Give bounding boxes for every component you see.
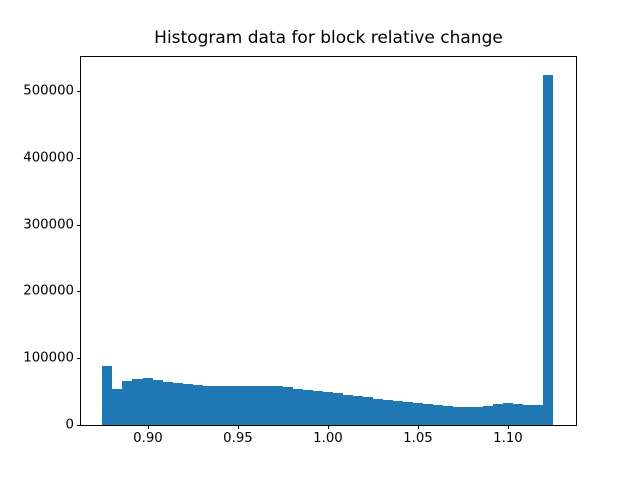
- histogram-bar: [503, 403, 513, 425]
- x-tick-label: 1.00: [313, 431, 343, 446]
- histogram-bar: [153, 380, 163, 425]
- histogram-bar: [132, 379, 143, 425]
- y-tick-label: 400000: [23, 150, 74, 166]
- histogram-bar: [243, 386, 253, 425]
- histogram-bar: [333, 392, 343, 425]
- histogram-bar: [293, 388, 303, 425]
- histogram-bar: [122, 380, 132, 425]
- histogram-bar: [112, 388, 122, 425]
- histogram-bar: [413, 402, 423, 425]
- histogram-bar: [403, 401, 413, 425]
- y-tick-mark: [77, 425, 81, 426]
- histogram-bar: [183, 384, 193, 425]
- histogram-bar: [363, 397, 373, 425]
- x-tick-mark: [508, 425, 509, 429]
- histogram-bar: [163, 381, 173, 425]
- histogram-bar: [343, 394, 353, 425]
- y-tick-mark: [77, 91, 81, 92]
- histogram-bar: [473, 406, 483, 425]
- bars-container: [81, 57, 576, 425]
- x-tick-label: 1.05: [403, 431, 433, 446]
- y-tick-label: 500000: [23, 83, 74, 99]
- histogram-bar: [143, 378, 153, 425]
- histogram-bar: [303, 389, 313, 425]
- histogram-bar: [513, 403, 523, 425]
- histogram-bar: [213, 386, 223, 425]
- x-tick-label: 1.10: [493, 431, 523, 446]
- x-tick-label: 0.90: [133, 431, 163, 446]
- y-tick-label: 300000: [23, 217, 74, 233]
- histogram-bar: [233, 386, 243, 425]
- histogram-bar: [353, 396, 363, 425]
- histogram-bar: [483, 405, 493, 425]
- histogram-bar: [283, 387, 293, 425]
- histogram-bar: [383, 399, 393, 425]
- y-tick-mark: [77, 358, 81, 359]
- x-tick-mark: [238, 425, 239, 429]
- chart-title: Histogram data for block relative change: [154, 28, 503, 48]
- plot-area: [80, 56, 577, 426]
- x-tick-label: 0.95: [223, 431, 253, 446]
- histogram-bar: [463, 407, 473, 425]
- y-tick-label: 100000: [23, 350, 74, 366]
- histogram-bar: [253, 386, 263, 425]
- histogram-bar: [493, 404, 503, 425]
- histogram-bar: [313, 390, 323, 425]
- histogram-bar: [453, 406, 463, 425]
- histogram-bar: [433, 404, 443, 425]
- y-tick-mark: [77, 225, 81, 226]
- histogram-bar: [533, 405, 543, 425]
- x-tick-mark: [148, 425, 149, 429]
- histogram-bar: [193, 384, 203, 425]
- y-tick-label: 0: [65, 417, 74, 433]
- y-tick-mark: [77, 158, 81, 159]
- x-tick-mark: [328, 425, 329, 429]
- histogram-bar: [223, 386, 233, 425]
- histogram-bar: [423, 403, 433, 425]
- histogram-bar: [203, 385, 213, 425]
- y-tick-label: 200000: [23, 283, 74, 299]
- histogram-bar: [373, 398, 383, 425]
- histogram-bar: [543, 74, 553, 425]
- histogram-bar: [393, 400, 403, 425]
- histogram-bar: [443, 405, 453, 425]
- histogram-bar: [263, 385, 273, 425]
- histogram-bar: [323, 391, 333, 425]
- histogram-bar: [273, 385, 283, 425]
- histogram-bar: [523, 404, 533, 425]
- y-tick-mark: [77, 291, 81, 292]
- histogram-bar: [102, 366, 112, 425]
- histogram-bar: [173, 382, 183, 425]
- x-tick-mark: [418, 425, 419, 429]
